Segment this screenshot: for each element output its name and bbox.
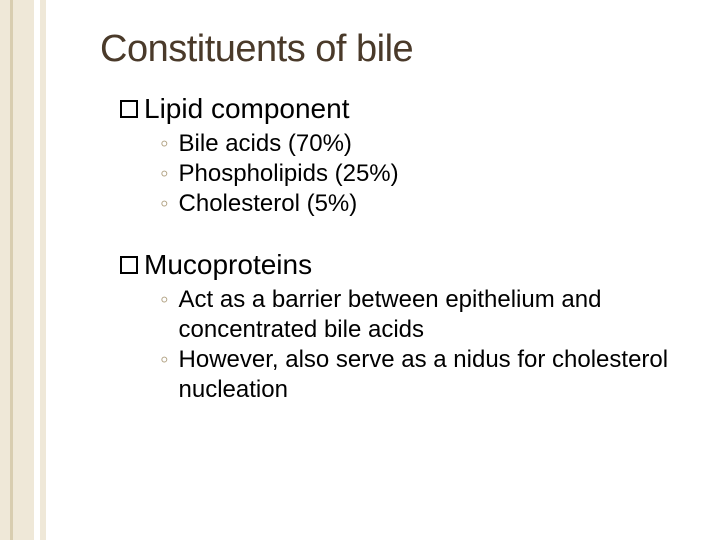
sub-bullet-icon: ◦ bbox=[160, 189, 169, 219]
list-item: ◦ Bile acids (70%) bbox=[160, 129, 680, 159]
section-header-lipid: Lipid component bbox=[120, 93, 680, 125]
list-item: ◦ Cholesterol (5%) bbox=[160, 189, 680, 219]
list-item-text: Phospholipids (25%) bbox=[179, 159, 399, 189]
slide-content: Constituents of bile Lipid component ◦ B… bbox=[100, 28, 680, 435]
decorative-left-band bbox=[0, 0, 46, 540]
list-item: ◦ Phospholipids (25%) bbox=[160, 159, 680, 189]
sub-bullet-icon: ◦ bbox=[160, 285, 169, 345]
list-item-text: Act as a barrier between epithelium and … bbox=[179, 285, 680, 345]
sub-bullet-icon: ◦ bbox=[160, 159, 169, 189]
list-item-text: However, also serve as a nidus for chole… bbox=[179, 345, 680, 405]
list-item: ◦ However, also serve as a nidus for cho… bbox=[160, 345, 680, 405]
list-item-text: Cholesterol (5%) bbox=[179, 189, 358, 219]
section-header-text: Lipid component bbox=[144, 93, 349, 125]
sub-list-lipid: ◦ Bile acids (70%) ◦ Phospholipids (25%)… bbox=[160, 129, 680, 219]
sub-bullet-icon: ◦ bbox=[160, 345, 169, 405]
list-item: ◦ Act as a barrier between epithelium an… bbox=[160, 285, 680, 345]
section-header-text: Mucoproteins bbox=[144, 249, 312, 281]
square-bullet-icon bbox=[120, 100, 138, 118]
sub-bullet-icon: ◦ bbox=[160, 129, 169, 159]
slide-title: Constituents of bile bbox=[100, 28, 680, 71]
section-header-muco: Mucoproteins bbox=[120, 249, 680, 281]
list-item-text: Bile acids (70%) bbox=[179, 129, 352, 159]
sub-list-muco: ◦ Act as a barrier between epithelium an… bbox=[160, 285, 680, 405]
square-bullet-icon bbox=[120, 256, 138, 274]
